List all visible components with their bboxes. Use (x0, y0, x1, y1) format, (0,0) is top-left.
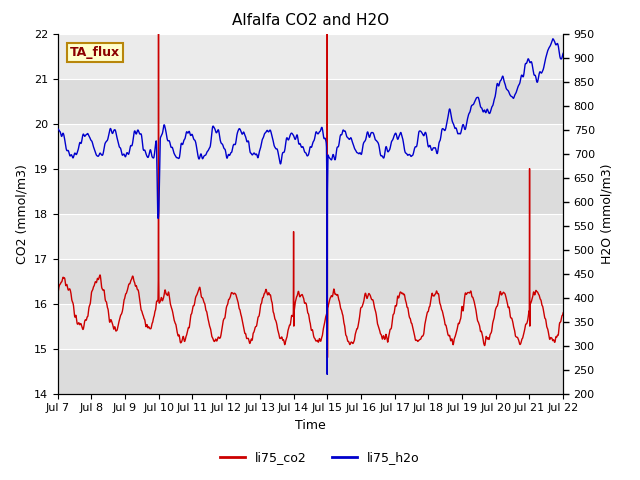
Y-axis label: CO2 (mmol/m3): CO2 (mmol/m3) (15, 164, 28, 264)
Legend: li75_co2, li75_h2o: li75_co2, li75_h2o (215, 446, 425, 469)
Bar (58, 304, 563, 348)
Bar (58, 259, 563, 304)
Title: Alfalfa CO2 and H2O: Alfalfa CO2 and H2O (232, 13, 389, 28)
Bar (58, 124, 563, 168)
Y-axis label: H2O (mmol/m3): H2O (mmol/m3) (600, 163, 613, 264)
Bar (58, 34, 563, 79)
Bar (58, 348, 563, 394)
X-axis label: Time: Time (295, 419, 326, 432)
Bar (58, 168, 563, 214)
Bar (58, 79, 563, 124)
Text: TA_flux: TA_flux (70, 46, 120, 59)
Bar (58, 214, 563, 259)
